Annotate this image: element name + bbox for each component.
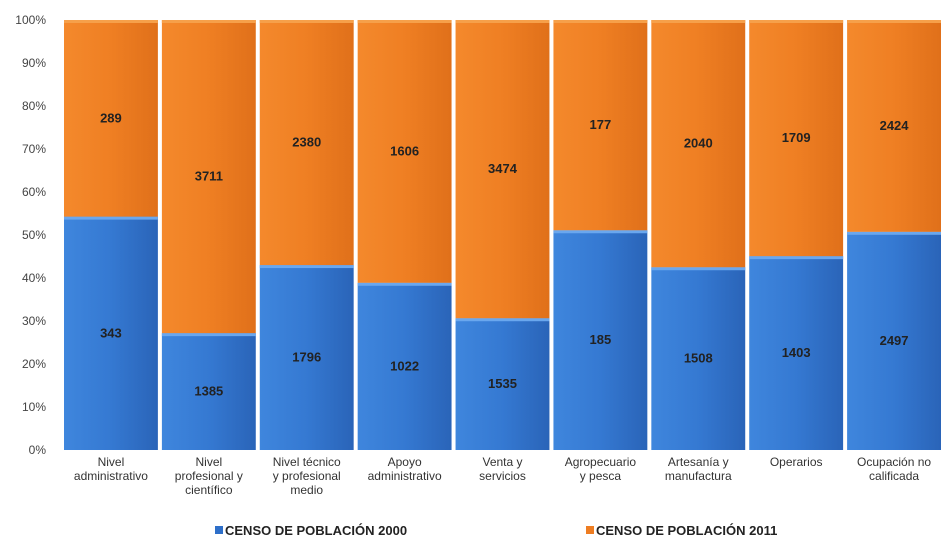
legend-label: CENSO DE POBLACIÓN 2000 xyxy=(225,523,407,538)
bar-segment xyxy=(847,20,941,232)
bar-top-cap xyxy=(161,20,256,23)
x-category-label: Apoyo administrativo xyxy=(368,455,442,483)
legend-label: CENSO DE POBLACIÓN 2011 xyxy=(596,523,777,538)
x-axis-labels: Nivel administrativo Nivel profesional y cie… xyxy=(74,455,931,497)
bar-segment xyxy=(455,318,550,450)
y-axis: 0% 10% 20% 30% 40% 50% 60% 70% 80% 90% 100% xyxy=(15,13,46,457)
y-tick-label: 70% xyxy=(22,142,46,156)
bar-segment xyxy=(161,333,256,450)
data-label: 177 xyxy=(590,117,612,132)
bar-segment xyxy=(259,20,354,266)
y-tick-label: 30% xyxy=(22,314,46,328)
y-tick-label: 100% xyxy=(15,13,46,27)
y-tick-label: 10% xyxy=(22,400,46,414)
data-label: 1535 xyxy=(488,376,517,391)
data-label: 1606 xyxy=(390,143,419,158)
x-category-label: Agropecuario y pesca xyxy=(565,455,637,483)
data-label: 1508 xyxy=(684,351,713,366)
bar-segment-highlight xyxy=(161,333,256,337)
bar-top-cap xyxy=(553,20,648,23)
bar-segment xyxy=(749,256,844,450)
bar-top-cap xyxy=(259,20,354,23)
data-label: 1385 xyxy=(194,384,223,399)
bar-segment-highlight xyxy=(455,318,550,322)
y-tick-label: 90% xyxy=(22,56,46,70)
bar-segment xyxy=(651,20,746,268)
data-label: 289 xyxy=(100,110,122,125)
data-label: 1403 xyxy=(782,345,811,360)
data-label: 1796 xyxy=(292,350,321,365)
bar-segment-highlight xyxy=(847,231,941,235)
bar-top-cap xyxy=(455,20,550,23)
bar-segment xyxy=(847,231,941,450)
y-tick-label: 40% xyxy=(22,271,46,285)
x-category-label: Nivel técnico y profesional medio xyxy=(273,455,341,497)
data-label: 185 xyxy=(590,332,612,347)
bar-segment xyxy=(749,20,844,257)
bars: 343 289 1385 3711 1796 2380 1022 1606 1535 3474 18… xyxy=(64,20,941,450)
bar-segment-highlight xyxy=(259,265,354,269)
bar-segment xyxy=(259,265,354,450)
legend: CENSO DE POBLACIÓN 2000 CENSO DE POBLACIÓ… xyxy=(215,523,777,538)
bar-segment xyxy=(64,216,158,450)
y-tick-label: 20% xyxy=(22,357,46,371)
data-label: 1709 xyxy=(782,130,811,145)
legend-swatch xyxy=(586,526,594,534)
bar-segment xyxy=(455,20,550,319)
bar-top-cap xyxy=(651,20,746,23)
y-tick-label: 60% xyxy=(22,185,46,199)
data-label: 1022 xyxy=(390,358,419,373)
bar-top-cap xyxy=(64,20,158,23)
data-label: 2380 xyxy=(292,135,321,150)
bar-segment-highlight xyxy=(553,230,648,234)
bar-segment xyxy=(651,267,746,450)
bar-segment xyxy=(553,230,648,450)
legend-swatch xyxy=(215,526,223,534)
bar-top-cap xyxy=(357,20,452,23)
bar-segment xyxy=(357,282,452,450)
bar-segment-highlight xyxy=(357,282,452,286)
x-category-label: Operarios xyxy=(770,455,823,469)
data-label: 3711 xyxy=(195,169,223,184)
bar-segment-highlight xyxy=(64,216,158,220)
data-label: 343 xyxy=(100,325,122,340)
data-label: 3474 xyxy=(488,161,518,176)
data-label: 2040 xyxy=(684,136,713,151)
bar-top-cap xyxy=(847,20,941,23)
y-tick-label: 0% xyxy=(29,443,47,457)
x-category-label: Ocupación no calificada xyxy=(857,455,931,483)
y-tick-label: 80% xyxy=(22,99,46,113)
x-category-label: Artesanía y manufactura xyxy=(665,455,732,483)
bar-segment xyxy=(161,20,256,334)
x-category-label: Venta y servicios xyxy=(479,455,526,483)
bar-top-cap xyxy=(749,20,844,23)
x-category-label: Nivel administrativo xyxy=(74,455,148,483)
data-label: 2497 xyxy=(880,333,909,348)
bar-segment xyxy=(64,20,158,217)
bar-segment xyxy=(553,20,648,231)
data-label: 2424 xyxy=(880,118,910,133)
bar-segment-highlight xyxy=(749,256,844,260)
y-tick-label: 50% xyxy=(22,228,46,242)
x-category-label: Nivel profesional y científico xyxy=(175,455,243,497)
bar-segment-highlight xyxy=(651,267,746,271)
bar-segment xyxy=(357,20,452,283)
